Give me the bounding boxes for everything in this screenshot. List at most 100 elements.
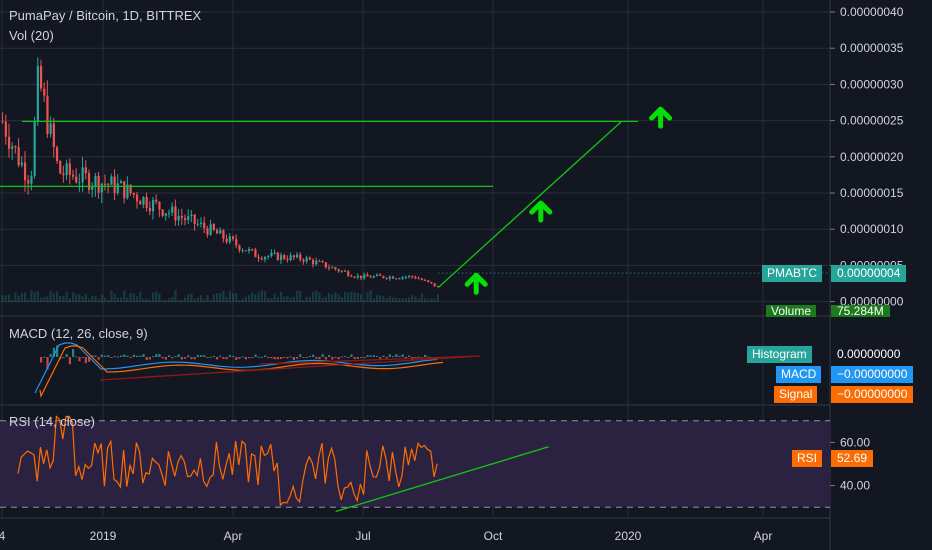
macd-histogram-bar [225,357,228,360]
candle-body [187,216,190,221]
candle-body [260,258,263,260]
macd-histogram-bar [347,357,350,358]
candle-body [78,182,81,184]
candle-body [359,275,363,279]
volume-bar [321,297,324,302]
macd-histogram-bar [142,354,145,357]
macd-histogram-bar [216,357,219,360]
macd-histogram-bar [145,357,148,360]
candle-body [395,278,398,280]
macd-histogram-bar [353,357,356,359]
volume-bar [187,294,190,302]
volume-bar [203,299,206,302]
volume-bar [4,295,7,302]
candle-body [206,228,209,235]
volume-bar [171,297,174,302]
macd-title: MACD (12, 26, close, 9) [9,326,148,341]
volume-bar [430,298,433,302]
volume-bar [420,293,423,302]
volume-bar [103,297,107,302]
candle-body [366,274,369,277]
candle-body [126,184,129,199]
macd-histogram-bar [148,357,151,360]
volume-bar [27,299,30,302]
volume-bar [315,290,318,302]
volume-bar [276,297,279,302]
macd-histogram-bar [72,349,75,357]
macd-histogram-bar [88,357,91,362]
candle-body [209,224,212,235]
candle-body [27,180,30,184]
rsi-support-trend-line [335,446,549,513]
volume-bar [404,298,407,302]
candle-body [119,181,123,184]
macd-histogram-bar [308,356,311,358]
candle-body [244,250,247,252]
volume-bar [183,297,187,302]
macd-histogram-bar [161,357,164,359]
macd-histogram-bar [187,355,190,357]
volume-bar [391,297,395,302]
candle-body [391,276,395,279]
candle-body [430,281,433,284]
volume-bar [167,298,171,302]
macd-histogram-bar [296,357,299,359]
candle-body [379,274,382,276]
macd-histogram-bar [395,354,398,357]
volume-bar [283,296,286,302]
candle-body [20,162,23,166]
candle-body [14,146,17,148]
macd-histogram-bar [152,356,155,358]
volume-bar [244,296,247,302]
volume-bar [327,292,331,302]
volume-bar [30,290,33,302]
volume-bar [129,292,132,302]
candle-body [356,275,359,278]
signal-value-tag: −0.00000000 [831,386,914,403]
histogram-value-tag: 0.00000000 [831,346,907,363]
rsi-line [17,415,438,507]
volume-bar [273,293,276,302]
price-tick-label: 0.00000010 [840,222,904,236]
macd-histogram-bar [248,357,251,359]
volume-bar [305,296,308,302]
candle-body [283,255,286,259]
candle-body [388,276,391,279]
candle-body [161,209,164,216]
candle-body [337,269,340,272]
volume-bar [359,294,363,302]
candle-body [276,252,279,261]
candle-body [241,250,244,252]
macd-histogram-bar [289,356,292,358]
macd-histogram-bar [94,355,97,357]
volume-bar [110,290,113,302]
price-tick-label: 0.00000025 [840,114,904,128]
candle-body [353,276,356,278]
volume-bar [190,293,193,302]
volume-bar [68,298,71,302]
candle-body [68,163,71,175]
macd-histogram-bar [312,354,315,357]
volume-bar [71,292,75,302]
macd-histogram-bar [244,357,247,360]
time-tick-label: 2020 [615,529,642,543]
volume-bar [257,292,260,302]
candle-body [318,260,321,262]
candle-body [190,214,193,217]
candle-body [363,274,366,279]
macd-histogram-bar [164,357,167,360]
macd-histogram-bar [97,357,100,360]
candle-body [414,276,417,279]
candle-body [398,278,401,280]
candle-body [302,259,305,262]
volume-bar [94,296,97,302]
macd-histogram-bar [84,357,87,364]
candle-body [404,276,407,278]
volume-bar [180,299,183,302]
volume-name-tag: Volume [766,305,817,317]
price-tick-label: 0.00000035 [840,41,904,55]
macd-histogram-bar [180,357,183,360]
volume-bar [52,293,55,302]
volume-bar [395,297,398,302]
candle-body [347,271,350,276]
